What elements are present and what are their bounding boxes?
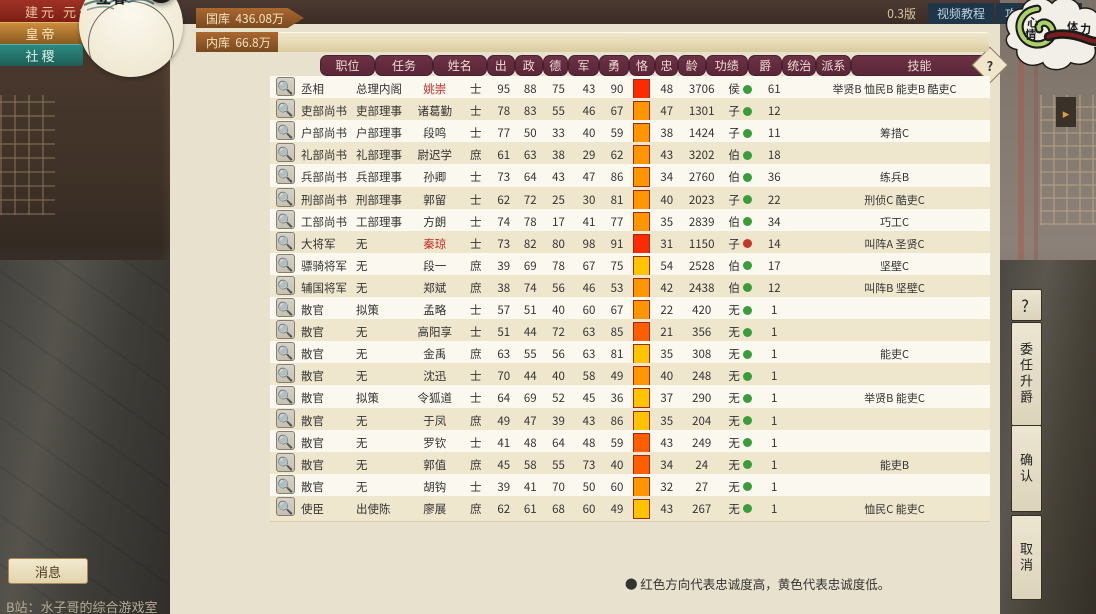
svg-text:力: 力 <box>1080 21 1091 37</box>
svg-text:情: 情 <box>1025 27 1036 43</box>
svg-text:体: 体 <box>1067 19 1078 35</box>
